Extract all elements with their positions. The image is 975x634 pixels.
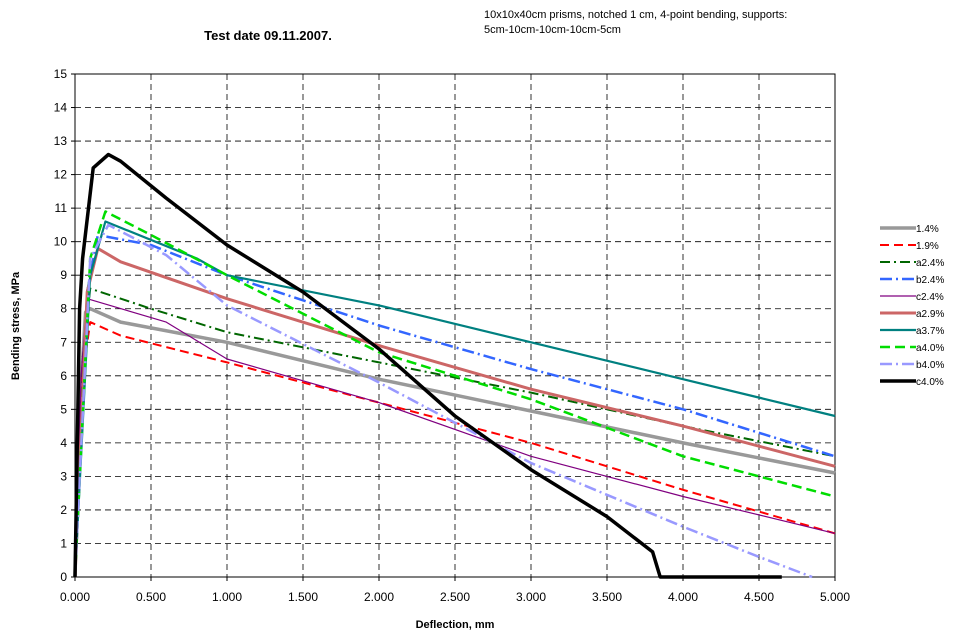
- chart-subtitle-line-1: 10x10x40cm prisms, notched 1 cm, 4-point…: [484, 9, 787, 21]
- x-tick-label: 1.500: [288, 590, 318, 604]
- y-tick-label: 13: [54, 134, 68, 148]
- x-tick-label: 4.000: [668, 590, 698, 604]
- series-line-a40: [73, 210, 836, 578]
- axes: 0.000 0.500 1.000 1.500 2.000 2.500 3.000 3.500…: [54, 67, 851, 604]
- series-line-c40: [73, 152, 782, 579]
- x-tick-label: 0.500: [136, 590, 166, 604]
- y-tick-label: 8: [60, 302, 67, 316]
- legend-label: a4.0%: [916, 343, 944, 354]
- x-tick-label: 3.500: [592, 590, 622, 604]
- series-line-19: [74, 321, 836, 578]
- y-tick-label: 6: [60, 369, 67, 383]
- y-tick-label: 7: [60, 335, 67, 349]
- x-tick-label: 2.000: [364, 590, 394, 604]
- chart-title: Test date 09.11.2007.: [204, 28, 332, 43]
- y-tick-label: 0: [60, 570, 67, 584]
- y-tick-label: 2: [60, 503, 67, 517]
- x-tick-label: 1.000: [212, 590, 242, 604]
- series-line-a37: [73, 220, 836, 578]
- y-tick-label: 5: [60, 402, 67, 416]
- series-lines: [73, 152, 836, 579]
- legend: 1.4% 1.9% a2.4% b2.4% c2.4% a2.9% a3.7% a4.0% b4…: [880, 224, 944, 388]
- y-tick-label: 12: [54, 168, 68, 182]
- legend-label: a3.7%: [916, 326, 944, 337]
- y-tick-label: 10: [54, 235, 68, 249]
- y-tick-label: 15: [54, 67, 68, 81]
- legend-label: c4.0%: [916, 377, 944, 388]
- x-tick-label: 4.500: [744, 590, 774, 604]
- legend-label: 1.9%: [916, 241, 939, 252]
- y-tick-label: 11: [55, 201, 68, 215]
- y-tick-label: 14: [54, 101, 68, 115]
- series-line-c24: [74, 298, 836, 578]
- y-axis-title: Bending stress, MPa: [10, 271, 22, 380]
- y-tick-label: 4: [60, 436, 67, 450]
- legend-label: b2.4%: [916, 275, 944, 286]
- series-line-b40: [73, 223, 813, 579]
- x-tick-label: 2.500: [440, 590, 470, 604]
- x-tick-label: 3.000: [516, 590, 546, 604]
- legend-label: a2.4%: [916, 258, 944, 269]
- y-tick-label: 1: [60, 536, 67, 550]
- y-tick-label: 9: [60, 268, 67, 282]
- legend-label: a2.9%: [916, 309, 944, 320]
- chart-subtitle-line-2: 5cm-10cm-10cm-10cm-5cm: [484, 24, 621, 36]
- x-tick-label: 5.000: [820, 590, 850, 604]
- x-axis-title: Deflection, mm: [416, 619, 495, 631]
- legend-label: b4.0%: [916, 360, 944, 371]
- y-tick-label: 3: [60, 469, 67, 483]
- legend-label: c2.4%: [916, 292, 944, 303]
- x-tick-label: 0.000: [60, 590, 90, 604]
- legend-label: 1.4%: [916, 224, 939, 235]
